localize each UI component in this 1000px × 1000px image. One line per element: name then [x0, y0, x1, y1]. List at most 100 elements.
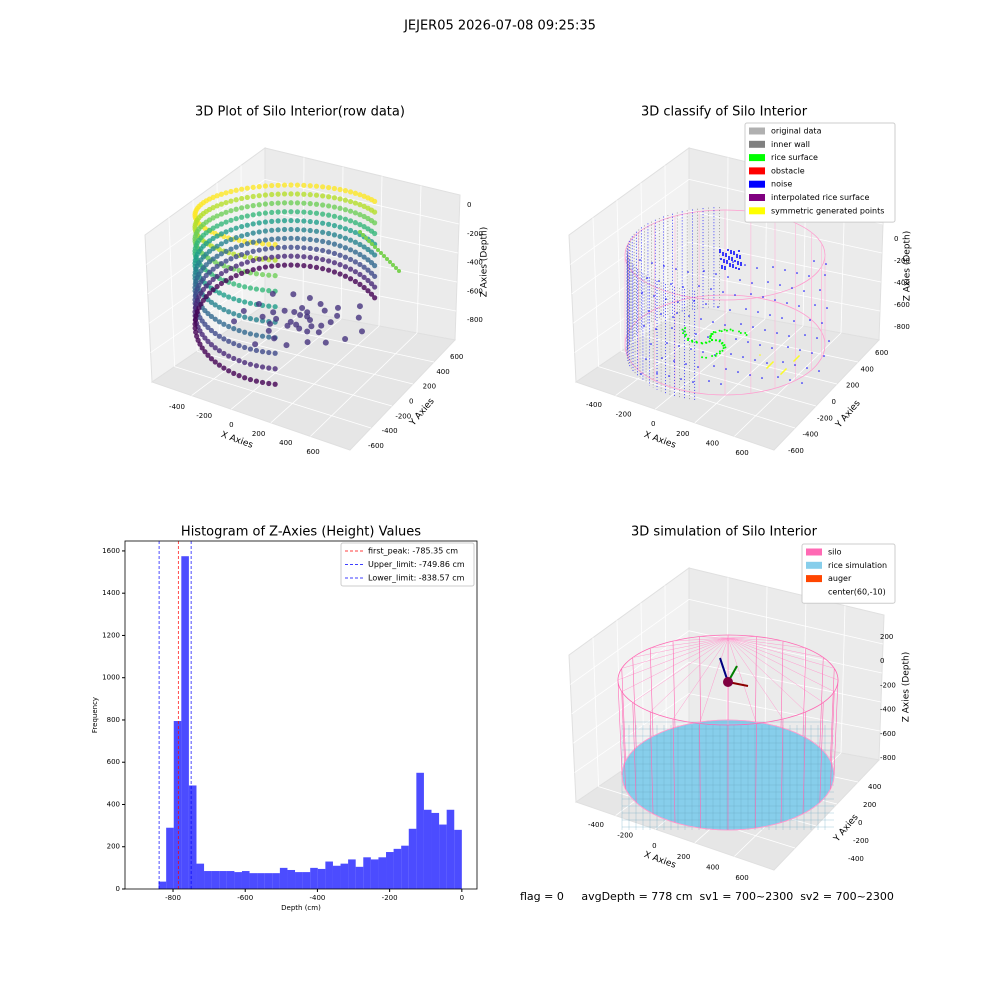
point	[357, 212, 363, 218]
sym-point	[769, 364, 771, 366]
noise-point	[754, 359, 756, 361]
point	[240, 308, 247, 315]
surface-point	[718, 329, 721, 332]
roof-edge	[727, 637, 824, 658]
point	[256, 238, 262, 244]
legend-swatch	[749, 127, 765, 135]
cylinder-edge	[621, 691, 626, 790]
x-tick-label: 0	[652, 842, 656, 850]
noise-point	[735, 267, 737, 269]
noise-point	[712, 321, 714, 323]
noise-point	[739, 257, 741, 259]
point	[281, 244, 288, 250]
noise-point	[719, 251, 721, 253]
cylinder-edge	[649, 711, 654, 814]
point	[200, 286, 207, 293]
point	[326, 221, 332, 227]
pane-grid	[592, 217, 599, 367]
bar	[241, 871, 250, 889]
noise-point	[793, 320, 795, 322]
point	[357, 251, 363, 258]
point	[368, 281, 375, 287]
roof-edge	[632, 637, 729, 658]
point	[304, 328, 311, 335]
point	[262, 228, 269, 234]
point	[288, 200, 294, 206]
point	[361, 213, 367, 220]
surface-point	[718, 352, 721, 355]
point	[242, 359, 248, 366]
roof-edge	[699, 637, 729, 724]
pane-grid	[640, 602, 645, 756]
point	[315, 329, 322, 336]
point	[372, 230, 378, 237]
surface-point	[711, 354, 714, 357]
noise-point	[692, 381, 694, 383]
point	[244, 222, 250, 228]
point	[231, 311, 237, 317]
point	[233, 225, 239, 231]
roof-edge	[632, 637, 729, 703]
noise-point	[791, 287, 793, 289]
bar	[386, 852, 394, 889]
legend-box	[744, 122, 896, 223]
point	[301, 254, 307, 260]
point	[192, 325, 198, 331]
point	[294, 209, 301, 215]
point	[223, 219, 229, 225]
point	[326, 203, 332, 209]
panel-title: 3D Plot of Silo Interior(row data)	[195, 105, 405, 120]
point	[203, 294, 209, 300]
sym-point	[796, 357, 798, 359]
cylinder-edge	[830, 668, 835, 761]
noise-point	[710, 288, 712, 290]
point	[337, 186, 343, 193]
point	[250, 267, 256, 273]
point	[231, 281, 237, 287]
x-tick-label: -400	[586, 401, 602, 409]
pane-grid	[571, 210, 690, 295]
roof-edge	[727, 637, 757, 724]
noise-point	[678, 345, 680, 347]
point	[331, 250, 338, 257]
point	[244, 268, 250, 274]
point	[218, 270, 225, 277]
point	[242, 344, 248, 351]
point	[337, 215, 343, 221]
sym-point	[798, 355, 800, 357]
sym-point	[793, 360, 795, 362]
legend-swatch	[749, 207, 765, 215]
sym-point	[766, 367, 768, 369]
point	[364, 236, 368, 240]
point	[361, 233, 365, 237]
noise-point	[733, 251, 735, 253]
roof-edge	[621, 637, 729, 692]
point	[326, 212, 332, 218]
noise-point	[769, 314, 771, 316]
point	[226, 294, 232, 300]
point	[275, 227, 281, 233]
point	[247, 376, 254, 383]
pane-grid	[598, 366, 796, 429]
bar	[454, 829, 462, 889]
x-tick-label: -400	[588, 821, 604, 829]
point	[372, 273, 378, 279]
cylinder-edge	[780, 641, 784, 728]
noise-point	[727, 276, 729, 278]
point	[337, 262, 343, 268]
sym-point	[797, 356, 799, 358]
bar	[446, 809, 455, 889]
point	[294, 200, 301, 206]
point	[231, 355, 237, 362]
y-tick-label: -400	[803, 431, 819, 439]
noise-point	[700, 318, 702, 320]
legend-label: Lower_limit: -838.57 cm	[368, 574, 465, 583]
legend-swatch	[749, 140, 765, 148]
point	[218, 231, 225, 237]
noise-point	[786, 302, 788, 304]
point	[352, 220, 358, 226]
status-text: flag = 0 avgDepth = 778 cm sv1 = 700~230…	[520, 890, 894, 903]
pane-grid	[688, 693, 881, 732]
point	[287, 318, 294, 325]
